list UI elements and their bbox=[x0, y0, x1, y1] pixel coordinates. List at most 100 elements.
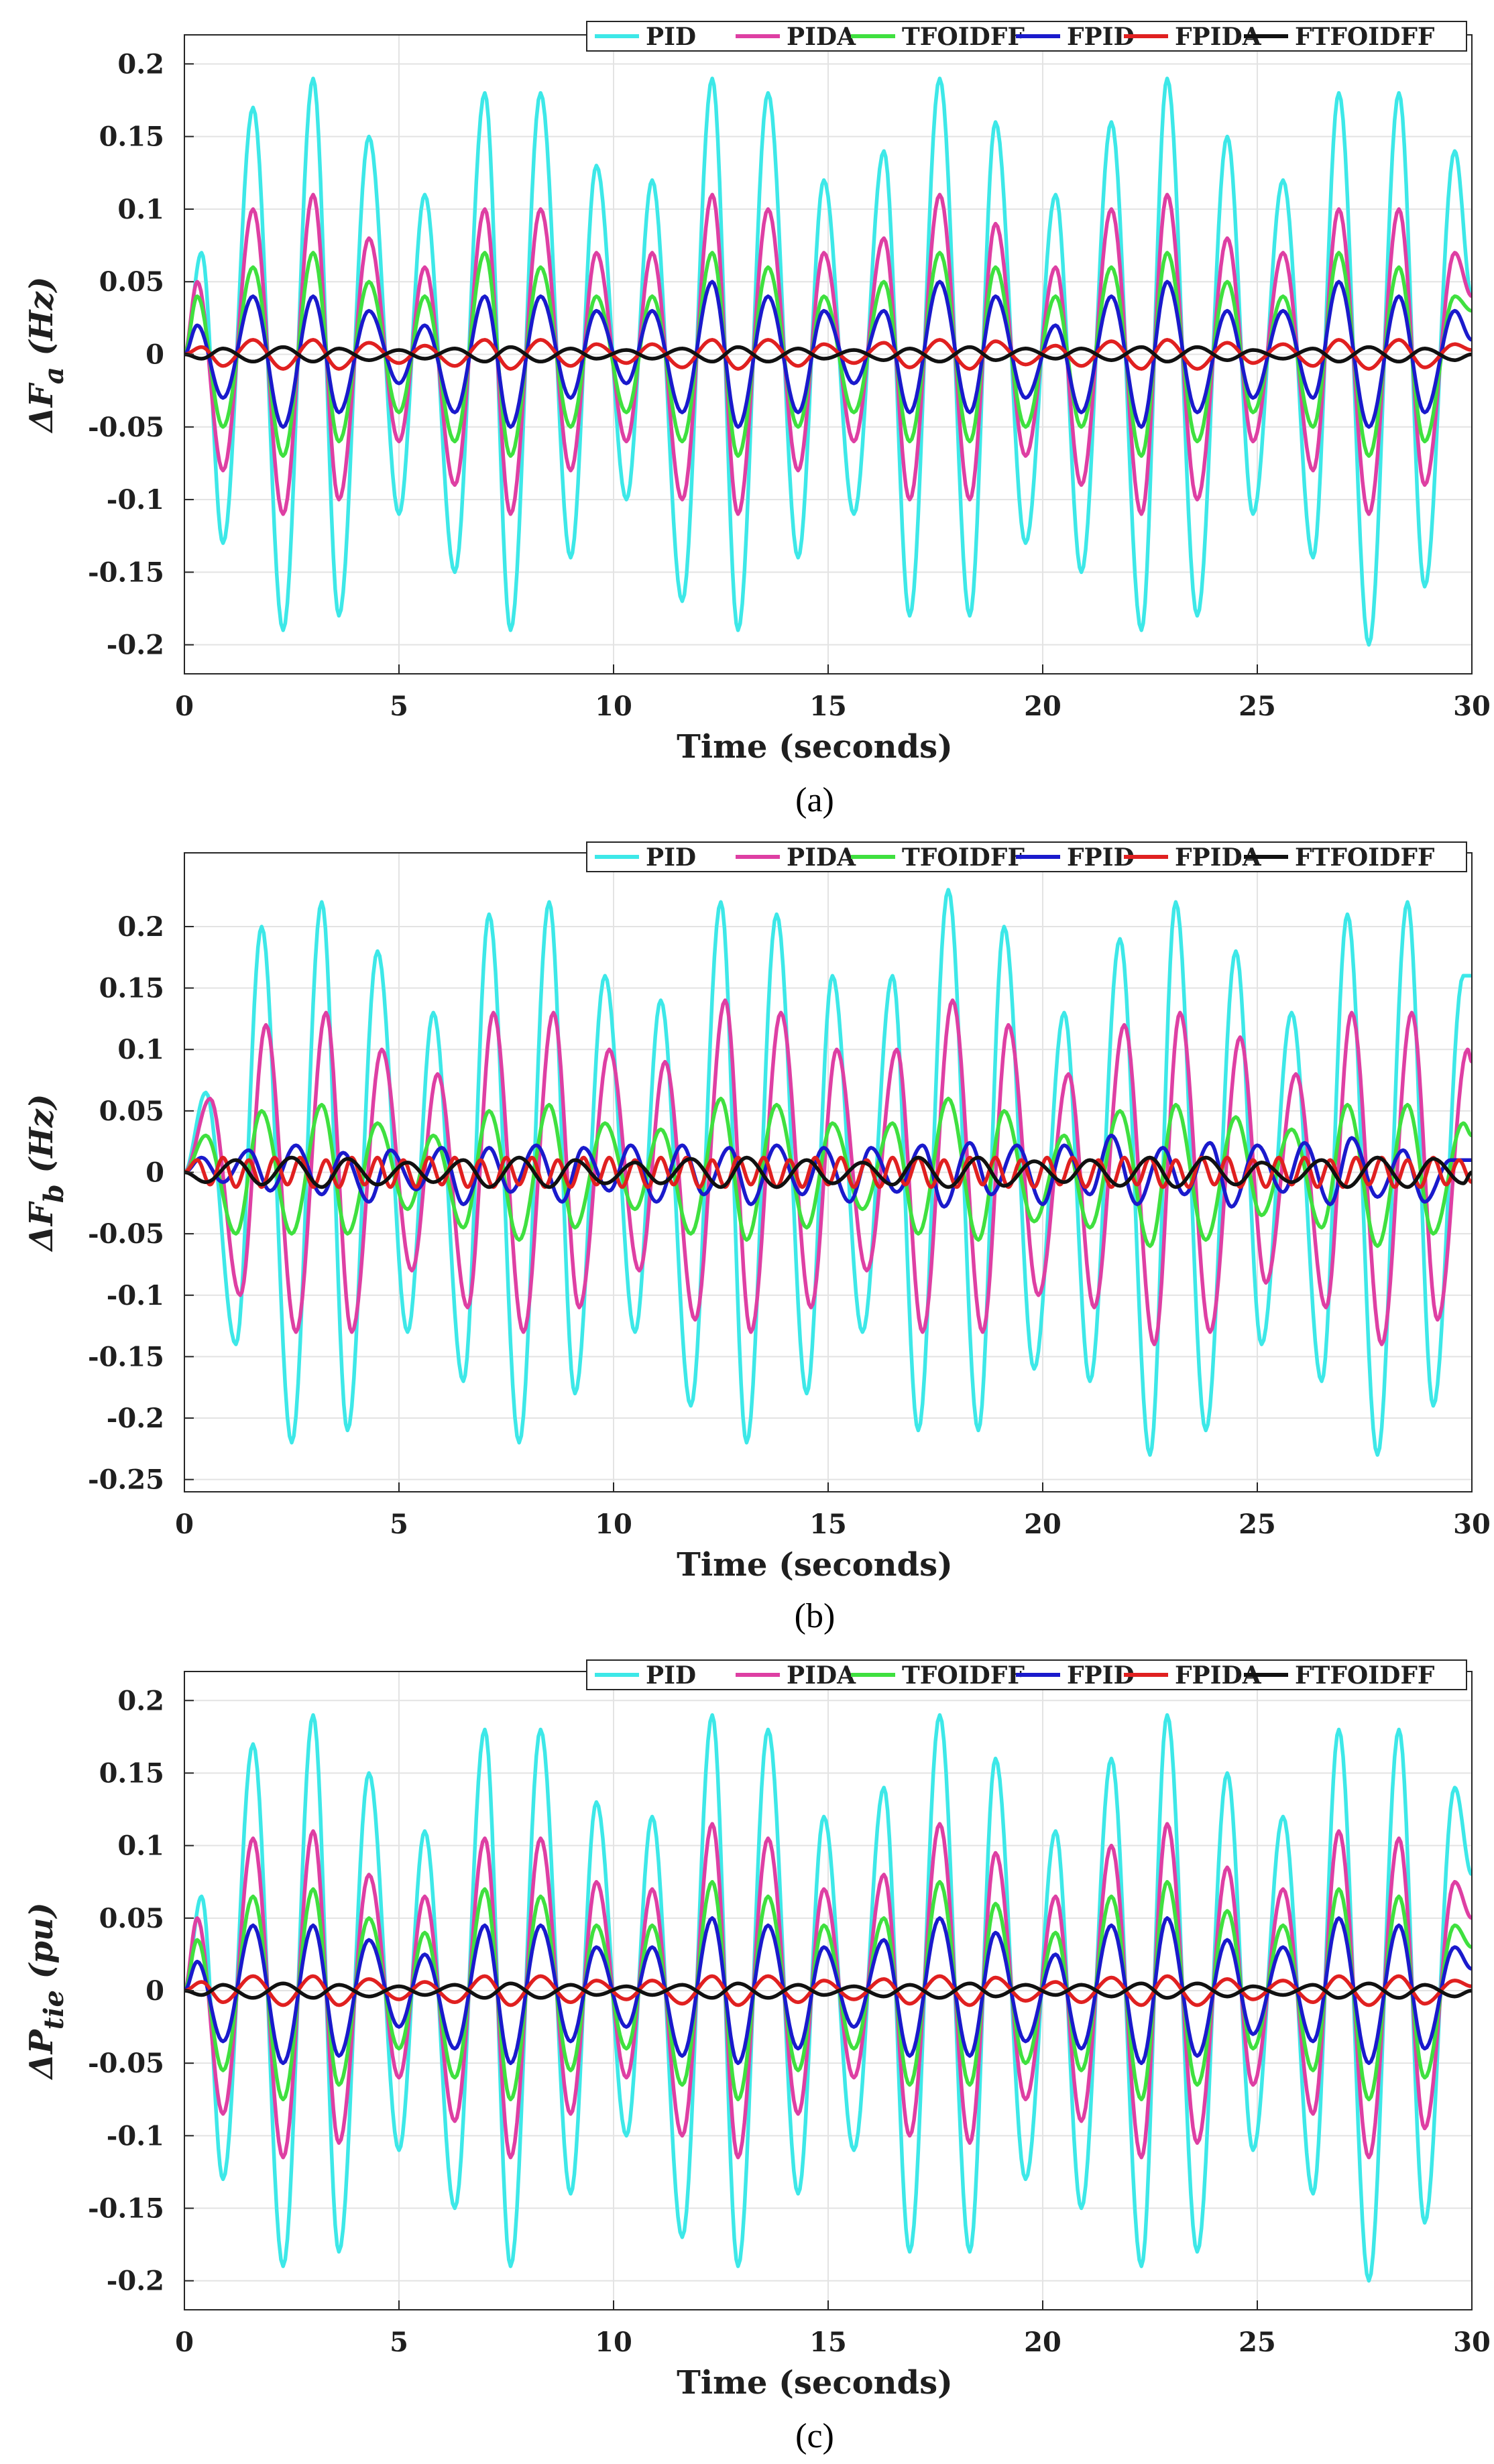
legend-label-pid: PID bbox=[646, 1661, 696, 1690]
legend-label-ftfoidff: FTFOIDFF bbox=[1295, 23, 1435, 51]
y-axis-label-unit: (pu) bbox=[23, 1902, 60, 1990]
y-axis-label-main: ΔF bbox=[23, 1201, 60, 1252]
series-line-tfoidff bbox=[184, 1096, 1472, 1248]
y-tick-label: -0.2 bbox=[107, 2266, 164, 2297]
legend-label-fpid: FPID bbox=[1067, 1661, 1135, 1690]
y-tick-label: -0.1 bbox=[107, 1280, 164, 1311]
legend: PID PIDA TFOIDFF FPID FPIDA FTFOIDFF bbox=[586, 841, 1467, 872]
y-tick-label: -0.1 bbox=[107, 2120, 164, 2152]
series-line-fpid bbox=[184, 1133, 1472, 1209]
series-line-tfoidff bbox=[184, 251, 1472, 458]
y-tick-label: 0.05 bbox=[99, 1096, 164, 1127]
y-tick-label: -0.1 bbox=[107, 484, 164, 516]
legend: PID PIDA TFOIDFF FPID FPIDA FTFOIDFF bbox=[586, 1659, 1467, 1690]
y-tick-label: 0.2 bbox=[117, 1685, 164, 1716]
x-tick-label: 5 bbox=[390, 1509, 408, 1540]
legend-label-pida: PIDA bbox=[787, 843, 856, 872]
legend-label-fpid: FPID bbox=[1067, 843, 1135, 872]
x-axis-label: Time (seconds) bbox=[677, 1546, 953, 1584]
y-axis-label: ΔFa (Hz) bbox=[23, 277, 70, 434]
legend-label-pid: PID bbox=[646, 843, 696, 872]
y-axis-label-subscript: b bbox=[38, 1184, 70, 1203]
series-line-pida bbox=[184, 1822, 1472, 2160]
y-axis-label-unit: (Hz) bbox=[23, 277, 60, 367]
legend-label-ftfoidff: FTFOIDFF bbox=[1295, 843, 1435, 872]
y-tick-label: 0.1 bbox=[117, 1830, 164, 1862]
x-tick-label: 15 bbox=[809, 691, 847, 722]
panel-caption: (b) bbox=[795, 1597, 836, 1635]
y-tick-label: 0.2 bbox=[117, 48, 164, 80]
y-tick-label: -0.05 bbox=[88, 412, 164, 443]
series-group bbox=[184, 76, 1472, 647]
x-tick-label: 5 bbox=[390, 2327, 408, 2358]
panel-caption: (c) bbox=[795, 2417, 834, 2455]
series-group bbox=[184, 888, 1472, 1457]
y-tick-label: -0.15 bbox=[88, 1341, 164, 1372]
series-line-pida bbox=[184, 998, 1472, 1346]
x-tick-label: 10 bbox=[595, 1509, 632, 1540]
x-tick-label: 0 bbox=[175, 691, 194, 722]
legend-label-tfoidff: TFOIDFF bbox=[902, 23, 1025, 51]
y-tick-label: -0.05 bbox=[88, 1218, 164, 1250]
series-line-pida bbox=[184, 192, 1472, 516]
y-tick-label: 0.15 bbox=[99, 973, 164, 1004]
x-tick-label: 30 bbox=[1453, 691, 1491, 722]
legend-label-ftfoidff: FTFOIDFF bbox=[1295, 1661, 1435, 1690]
x-tick-label: 20 bbox=[1024, 2327, 1061, 2358]
series-line-fpida bbox=[184, 338, 1472, 371]
x-axis-label: Time (seconds) bbox=[677, 728, 953, 766]
y-axis-label: ΔPtie (pu) bbox=[23, 1902, 70, 2080]
y-tick-label: 0.05 bbox=[99, 1903, 164, 1934]
x-tick-label: 25 bbox=[1239, 2327, 1276, 2358]
y-tick-label: 0 bbox=[146, 1157, 164, 1189]
y-tick-label: 0.2 bbox=[117, 911, 164, 943]
x-tick-label: 20 bbox=[1024, 691, 1061, 722]
y-tick-label: 0 bbox=[146, 339, 164, 371]
y-tick-label: 0.1 bbox=[117, 194, 164, 225]
y-tick-label: 0.15 bbox=[99, 1757, 164, 1789]
series-line-ftfoidff bbox=[184, 345, 1472, 364]
y-tick-label: -0.25 bbox=[88, 1464, 164, 1496]
chart-panel-1: 0 5 10 15 20 25 30 -0.2 -0.15 -0.1 -0.05 0 0.05 0.1 0.… bbox=[23, 21, 1491, 819]
x-tick-label: 0 bbox=[175, 2327, 194, 2358]
x-tick-label: 20 bbox=[1024, 1509, 1061, 1540]
series-line-ftfoidff bbox=[184, 1981, 1472, 2000]
y-tick-label: -0.15 bbox=[88, 556, 164, 588]
y-axis-label-main: ΔP bbox=[23, 2028, 60, 2080]
y-tick-label: -0.15 bbox=[88, 2193, 164, 2225]
y-tick-label: 0.15 bbox=[99, 121, 164, 153]
x-tick-label: 10 bbox=[595, 2327, 632, 2358]
series-line-pid bbox=[184, 76, 1472, 647]
panel-caption: (a) bbox=[795, 781, 834, 819]
x-tick-label: 25 bbox=[1239, 1509, 1276, 1540]
legend-label-fpid: FPID bbox=[1067, 23, 1135, 51]
y-axis-label-unit: (Hz) bbox=[23, 1094, 60, 1184]
x-tick-label: 5 bbox=[390, 691, 408, 722]
y-tick-label: 0.05 bbox=[99, 266, 164, 298]
x-tick-label: 10 bbox=[595, 691, 632, 722]
y-axis-label-subscript: a bbox=[38, 367, 70, 384]
series-line-fpid bbox=[184, 280, 1472, 429]
series-group bbox=[184, 1713, 1472, 2283]
x-tick-label: 15 bbox=[809, 2327, 847, 2358]
chart-panel-2: 0 5 10 15 20 25 30 -0.25 -0.2 -0.15 -0.1 -0.05 0 0.05… bbox=[23, 841, 1491, 1635]
y-tick-label: -0.05 bbox=[88, 2048, 164, 2079]
legend-label-tfoidff: TFOIDFF bbox=[902, 1661, 1025, 1690]
legend-label-tfoidff: TFOIDFF bbox=[902, 843, 1025, 872]
legend-label-pida: PIDA bbox=[787, 1661, 856, 1690]
legend-label-pid: PID bbox=[646, 23, 696, 51]
x-tick-label: 0 bbox=[175, 1509, 194, 1540]
x-tick-label: 25 bbox=[1239, 691, 1276, 722]
y-axis-label: ΔFb (Hz) bbox=[23, 1094, 70, 1252]
y-axis-label-main: ΔF bbox=[23, 382, 60, 433]
y-tick-label: -0.2 bbox=[107, 1403, 164, 1434]
series-line-ftfoidff bbox=[184, 1155, 1472, 1189]
x-tick-label: 30 bbox=[1453, 2327, 1491, 2358]
series-line-pid bbox=[184, 1713, 1472, 2283]
y-tick-label: -0.2 bbox=[107, 630, 164, 661]
series-line-fpida bbox=[184, 1974, 1472, 2007]
y-tick-label: 0 bbox=[146, 1975, 164, 2007]
y-tick-label: 0.1 bbox=[117, 1034, 164, 1065]
x-tick-label: 15 bbox=[809, 1509, 847, 1540]
